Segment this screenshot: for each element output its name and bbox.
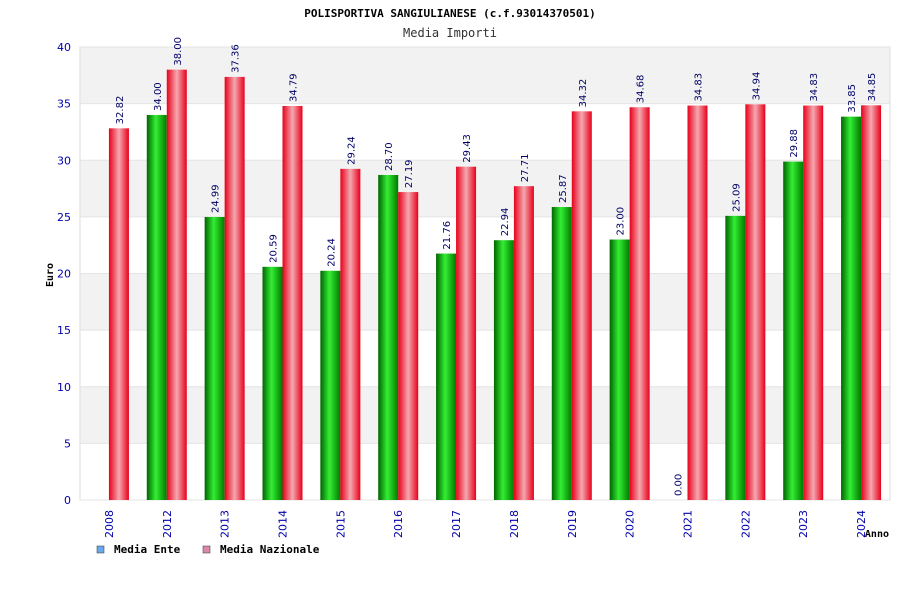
x-tick-label: 2015	[334, 510, 347, 538]
x-tick-label: 2013	[219, 510, 232, 538]
data-label: 34.83	[809, 73, 820, 102]
data-label: 29.43	[462, 134, 473, 163]
grid-band	[80, 443, 890, 500]
data-label: 34.94	[751, 72, 762, 101]
x-tick-label: 2022	[739, 510, 752, 538]
data-label: 0.00	[674, 474, 685, 496]
data-label: 34.79	[289, 73, 300, 102]
bar-media-ente	[609, 239, 630, 500]
bar-media-ente	[262, 266, 283, 500]
x-tick-label: 2016	[392, 510, 405, 538]
x-tick-label: 2020	[624, 510, 637, 538]
y-axis: 0 5 10 15 20 25 30 35 40	[57, 41, 71, 507]
y-tick-label: 30	[57, 154, 71, 167]
bar-media-ente	[146, 114, 167, 500]
y-tick-label: 10	[57, 381, 71, 394]
grid-band	[80, 216, 890, 274]
bar-media-nazionale	[166, 69, 187, 501]
data-label: 25.09	[731, 183, 742, 212]
data-label: 23.00	[616, 207, 627, 236]
bar-media-nazionale	[745, 104, 766, 500]
x-tick-label: 2012	[161, 510, 174, 538]
legend: Media Ente Media Nazionale	[96, 543, 320, 556]
data-labels: 32.82 34.00 38.00 24.99 37.36 20.59 34.79 20.24…	[115, 37, 878, 496]
data-label: 22.94	[500, 208, 511, 237]
grid-band	[80, 273, 890, 331]
bar-media-nazionale	[398, 192, 419, 501]
legend-swatch-media-ente	[96, 545, 105, 554]
x-tick-label: 2019	[566, 510, 579, 538]
data-label: 29.88	[789, 129, 800, 158]
bars	[108, 69, 882, 501]
x-tick-label: 2024	[855, 510, 868, 538]
bar-media-nazionale	[108, 128, 129, 500]
data-label: 34.85	[867, 73, 878, 102]
bar-media-ente	[551, 207, 572, 500]
data-label: 32.82	[115, 96, 126, 125]
x-tick-label: 2023	[797, 510, 810, 538]
bar-media-nazionale	[456, 166, 477, 500]
y-tick-label: 40	[57, 41, 71, 54]
bar-media-nazionale	[571, 111, 592, 501]
data-label: 25.87	[558, 174, 569, 203]
y-axis-label: Euro	[45, 263, 56, 287]
legend-label-media-ente: Media Ente	[114, 543, 181, 556]
data-label: 37.36	[231, 44, 242, 73]
y-tick-label: 15	[57, 324, 71, 337]
data-label: 20.24	[326, 238, 337, 267]
x-tick-label: 2018	[508, 510, 521, 538]
data-label: 38.00	[173, 37, 184, 66]
chart-subtitle: Media Importi	[403, 26, 497, 40]
y-tick-label: 0	[64, 494, 71, 507]
bar-media-nazionale	[861, 105, 882, 500]
data-label: 34.32	[578, 79, 589, 108]
legend-swatch-media-nazionale	[202, 545, 211, 554]
data-label: 28.70	[384, 142, 395, 171]
bar-media-ente	[320, 270, 341, 500]
bar-media-nazionale	[282, 106, 303, 501]
y-tick-label: 25	[57, 211, 71, 224]
data-label: 24.99	[211, 184, 222, 213]
y-tick-label: 5	[64, 437, 71, 450]
chart-title: POLISPORTIVA SANGIULIANESE (c.f.93014370…	[304, 7, 595, 20]
bar-media-ente	[378, 174, 399, 500]
data-label: 34.00	[153, 82, 164, 111]
data-label: 29.24	[346, 136, 357, 165]
bar-media-ente	[725, 215, 746, 500]
bar-media-ente	[841, 116, 862, 501]
x-tick-label: 2017	[450, 510, 463, 538]
bar-media-ente	[493, 240, 514, 500]
y-tick-label: 20	[57, 268, 71, 281]
y-tick-label: 35	[57, 98, 71, 111]
grid-band	[80, 47, 890, 104]
grid-band	[80, 330, 890, 387]
bar-media-nazionale	[803, 105, 824, 501]
bar-media-ente	[783, 161, 804, 500]
bar-media-nazionale	[224, 76, 245, 500]
grid-band	[80, 103, 890, 161]
data-label: 27.71	[520, 154, 531, 183]
bar-media-ente	[204, 216, 225, 500]
bar-media-nazionale	[629, 107, 650, 501]
x-axis: 2008 2012 2013 2014 2015 2016 2017 2018 2019 2020…	[103, 510, 868, 538]
x-tick-label: 2014	[277, 510, 290, 538]
grid-band	[80, 160, 890, 217]
x-tick-label: 2008	[103, 510, 116, 538]
data-label: 33.85	[847, 84, 858, 113]
bar-media-nazionale	[687, 105, 708, 501]
bar-media-nazionale	[340, 168, 361, 500]
data-label: 34.83	[694, 73, 705, 102]
bar-media-ente	[436, 253, 457, 500]
data-label: 20.59	[269, 234, 280, 263]
data-label: 27.19	[404, 159, 415, 188]
data-label: 34.68	[636, 75, 647, 104]
x-axis-label: Anno	[865, 529, 889, 540]
bar-media-nazionale	[513, 186, 534, 500]
data-label: 21.76	[442, 221, 453, 250]
legend-label-media-nazionale: Media Nazionale	[220, 543, 320, 556]
grid-band	[80, 386, 890, 444]
x-tick-label: 2021	[682, 510, 695, 538]
